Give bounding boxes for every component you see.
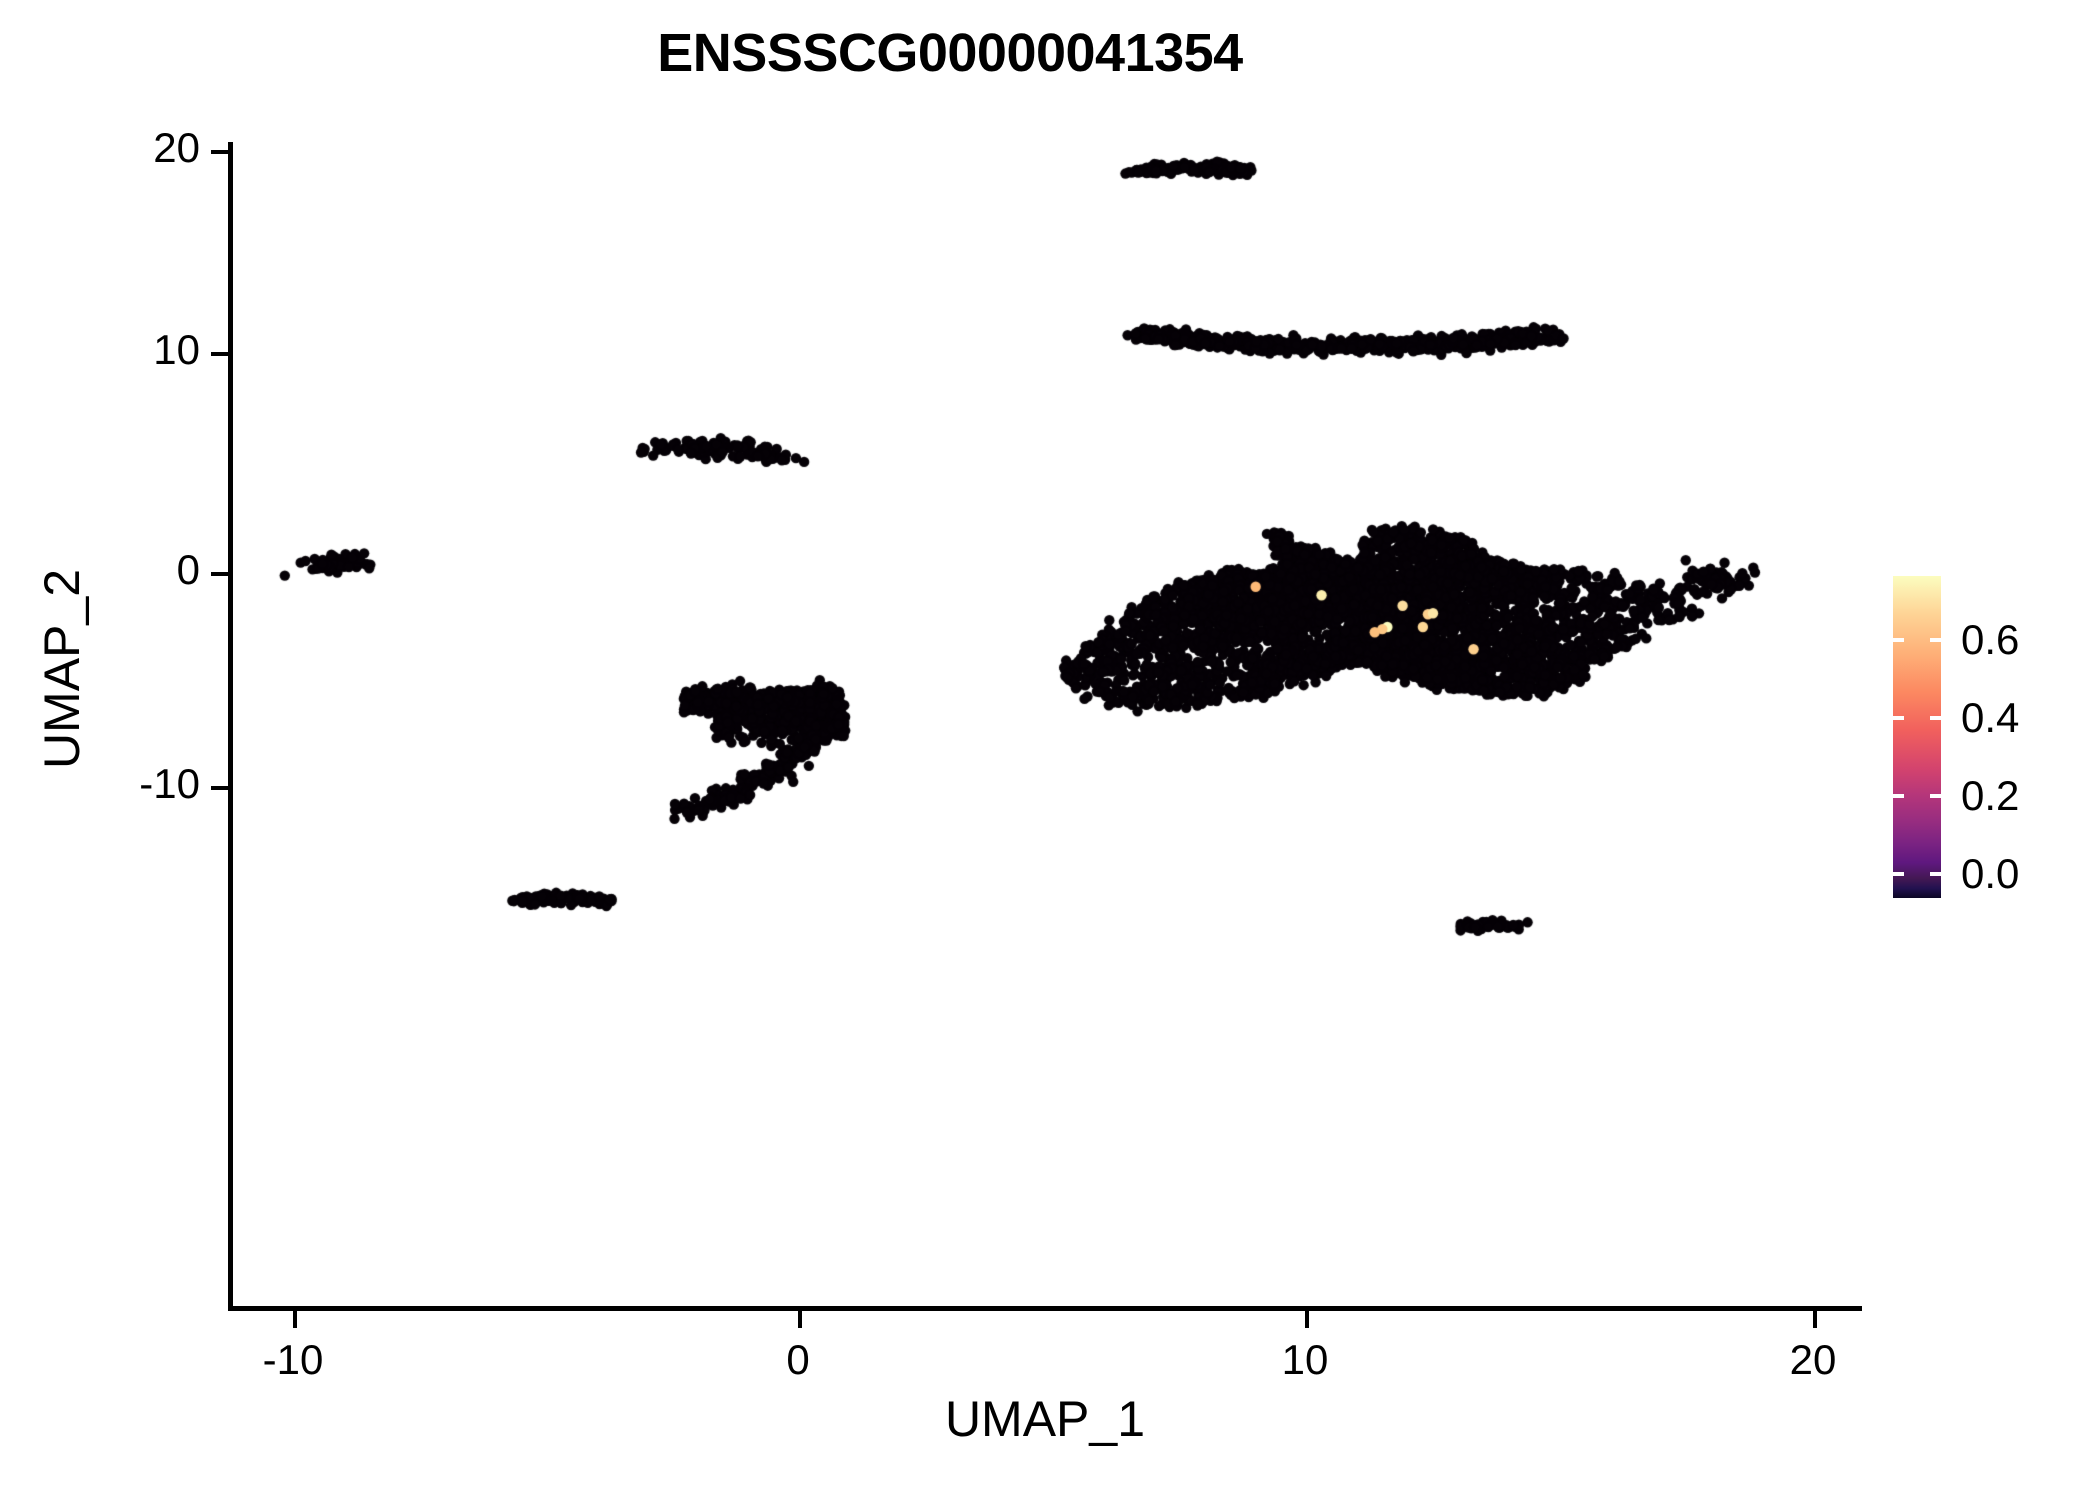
y-ticklabel-10: 10 xyxy=(153,326,200,373)
y-tick-neg10 xyxy=(211,786,228,790)
x-tick-0 xyxy=(798,1311,802,1328)
x-ticklabel-neg10: -10 xyxy=(262,1336,324,1383)
colorbar-tick-0.6-left xyxy=(1893,638,1904,642)
y-axis-line xyxy=(228,142,233,1310)
colorbar-label-0.6: 0.6 xyxy=(1961,616,2020,663)
colorbar-tick-0.4-right xyxy=(1930,716,1941,720)
scatter-plot-canvas xyxy=(232,140,1862,1308)
colorbar-tick-0.4-left xyxy=(1893,716,1904,720)
colorbar-legend: 0.6 0.4 0.2 0.0 xyxy=(1893,576,2083,902)
colorbar-label-0.2: 0.2 xyxy=(1961,772,2020,819)
y-tick-20 xyxy=(211,150,228,154)
colorbar-label-0.4: 0.4 xyxy=(1961,694,2020,741)
y-tick-10 xyxy=(211,352,228,356)
page-title: ENSSSCG00000041354 xyxy=(657,23,1243,83)
colorbar-tick-0.2-right xyxy=(1930,794,1941,798)
x-ticklabel-10: 10 xyxy=(1281,1336,1329,1383)
colorbar-tick-0.2-left xyxy=(1893,794,1904,798)
x-axis-title: UMAP_1 xyxy=(944,1391,1146,1447)
colorbar-label-0.0: 0.0 xyxy=(1961,850,2020,897)
colorbar-tick-0.0-right xyxy=(1930,872,1941,876)
y-tick-0 xyxy=(211,572,228,576)
colorbar-tick-0.0-left xyxy=(1893,872,1904,876)
y-axis-title: UMAP_2 xyxy=(34,568,90,770)
plot-panel xyxy=(232,140,1862,1308)
colorbar-gradient xyxy=(1893,576,1941,898)
x-tick-neg10 xyxy=(293,1311,297,1328)
x-tick-20 xyxy=(1813,1311,1817,1328)
x-ticklabel-0: 0 xyxy=(786,1336,810,1383)
x-tick-10 xyxy=(1305,1311,1309,1328)
y-ticklabel-0: 0 xyxy=(176,546,200,593)
y-ticklabel-20: 20 xyxy=(153,124,200,171)
x-ticklabel-20: 20 xyxy=(1789,1336,1837,1383)
y-ticklabel-neg10: -10 xyxy=(139,760,200,807)
x-axis-line xyxy=(228,1306,1862,1311)
colorbar-tick-0.6-right xyxy=(1930,638,1941,642)
